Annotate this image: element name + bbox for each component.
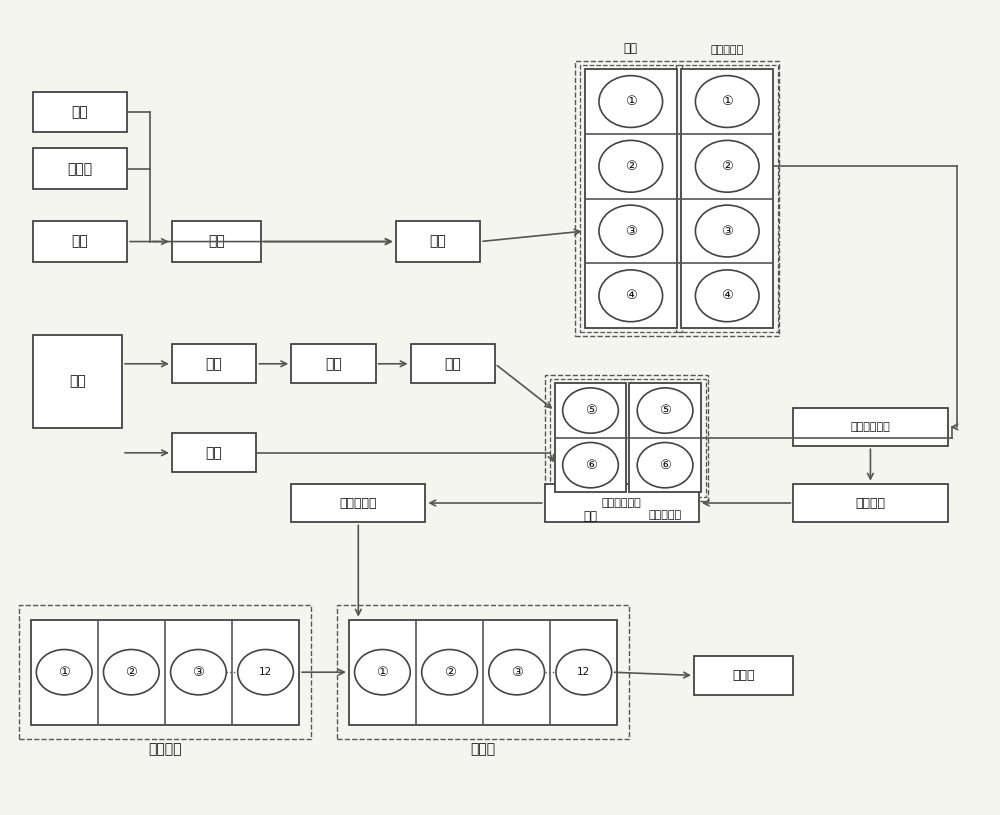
Text: 兰炭: 兰炭	[71, 235, 88, 249]
Text: 斜桥皮带: 斜桥皮带	[855, 496, 885, 509]
Bar	[624, 379, 706, 496]
Text: ⑥: ⑥	[585, 459, 596, 472]
Circle shape	[637, 388, 693, 434]
Circle shape	[695, 140, 759, 192]
Bar	[545, 483, 699, 522]
Circle shape	[599, 76, 663, 127]
Bar	[33, 92, 127, 132]
Bar	[676, 65, 778, 333]
Text: 电子皮带秤: 电子皮带秤	[649, 510, 682, 520]
Bar	[337, 605, 629, 739]
Text: ③: ③	[625, 225, 637, 237]
Text: ①: ①	[376, 666, 388, 679]
Text: 过筛: 过筛	[444, 357, 461, 371]
Text: ⑥: ⑥	[659, 459, 671, 472]
Text: 煽煤: 煽煤	[71, 105, 88, 119]
Circle shape	[599, 270, 663, 322]
Bar	[555, 383, 626, 492]
Circle shape	[599, 140, 663, 192]
Text: 一楼输送皮带: 一楼输送皮带	[851, 422, 890, 432]
Text: 电子皮带秤: 电子皮带秤	[711, 45, 744, 55]
Bar	[585, 69, 677, 328]
Circle shape	[563, 443, 618, 488]
Text: 过筛: 过筛	[429, 235, 446, 249]
Text: 料仓: 料仓	[624, 42, 638, 55]
Bar	[681, 69, 773, 328]
Text: ②: ②	[625, 160, 637, 173]
Bar	[793, 408, 948, 447]
Text: 电石炉: 电石炉	[732, 669, 755, 682]
Text: 12: 12	[577, 667, 590, 677]
Text: ②: ②	[721, 160, 733, 173]
Bar	[411, 345, 495, 383]
Circle shape	[355, 650, 410, 695]
Text: ②: ②	[444, 666, 455, 679]
Circle shape	[556, 650, 612, 695]
Text: 无烟煤: 无烟煤	[67, 161, 92, 176]
Bar	[33, 335, 122, 428]
Circle shape	[563, 388, 618, 434]
Text: 12: 12	[259, 667, 272, 677]
Text: ①: ①	[58, 666, 70, 679]
Bar	[33, 148, 127, 189]
Circle shape	[637, 443, 693, 488]
Bar	[291, 345, 376, 383]
Text: 环形给料机: 环形给料机	[340, 496, 377, 509]
Bar	[33, 222, 127, 262]
Text: 自产: 自产	[206, 446, 222, 460]
Text: 外购: 外购	[206, 357, 222, 371]
Text: ④: ④	[721, 289, 733, 302]
Text: ⑤: ⑤	[585, 404, 596, 417]
Circle shape	[422, 650, 477, 695]
Bar	[172, 345, 256, 383]
Circle shape	[238, 650, 293, 695]
Bar	[793, 483, 948, 522]
Bar	[550, 379, 631, 496]
Text: ②: ②	[125, 666, 137, 679]
Bar	[31, 619, 299, 725]
Text: ③: ③	[192, 666, 204, 679]
Text: 四楼输送皮带: 四楼输送皮带	[602, 498, 642, 508]
Text: 环形料仓: 环形料仓	[148, 742, 182, 756]
Text: ①: ①	[625, 95, 637, 108]
Bar	[575, 61, 779, 337]
Text: ①: ①	[721, 95, 733, 108]
Circle shape	[489, 650, 545, 695]
Text: ③: ③	[721, 225, 733, 237]
Text: ③: ③	[511, 666, 523, 679]
Circle shape	[171, 650, 226, 695]
Circle shape	[103, 650, 159, 695]
Text: 破碎: 破碎	[325, 357, 342, 371]
Bar	[396, 222, 480, 262]
Text: 下料管: 下料管	[471, 742, 496, 756]
Text: 煞干: 煞干	[208, 235, 225, 249]
Circle shape	[695, 76, 759, 127]
Bar	[694, 656, 793, 695]
Text: ④: ④	[625, 289, 637, 302]
Circle shape	[599, 205, 663, 257]
Text: 料仓: 料仓	[583, 510, 597, 523]
Bar	[172, 434, 256, 472]
Bar	[291, 483, 425, 522]
Bar	[545, 375, 708, 500]
Bar	[172, 222, 261, 262]
Bar	[580, 65, 682, 333]
Circle shape	[695, 205, 759, 257]
Bar	[349, 619, 617, 725]
Text: 石灰: 石灰	[69, 374, 86, 388]
Text: ⑤: ⑤	[659, 404, 671, 417]
Circle shape	[36, 650, 92, 695]
Circle shape	[695, 270, 759, 322]
Bar	[19, 605, 311, 739]
Bar	[629, 383, 701, 492]
